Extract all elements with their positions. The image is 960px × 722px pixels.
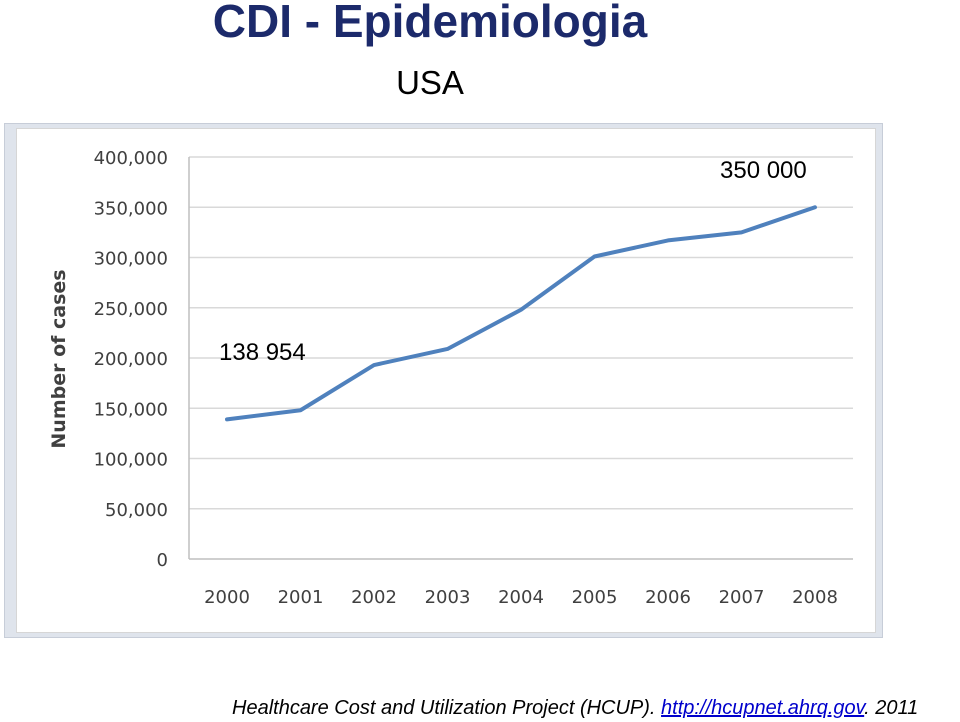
x-tick-label: 2006 xyxy=(645,587,691,608)
y-axis-label: Number of cases xyxy=(48,269,70,448)
x-tick-label: 2004 xyxy=(498,587,544,608)
y-tick-label: 250,000 xyxy=(94,299,168,320)
footer-text: Healthcare Cost and Utilization Project … xyxy=(232,697,662,719)
y-tick-label: 0 xyxy=(157,550,168,571)
chart-area: 0 50,000 100,000 150,000 200,000 250,000 300,0… xyxy=(16,128,876,633)
y-tick-label: 350,000 xyxy=(94,198,168,219)
y-tick-labels: 0 50,000 100,000 150,000 200,000 250,000 300,0… xyxy=(94,148,168,571)
x-tick-label: 2000 xyxy=(204,587,250,608)
line-chart: 0 50,000 100,000 150,000 200,000 250,000 300,0… xyxy=(48,148,853,608)
y-tick-label: 400,000 xyxy=(94,148,168,169)
y-tick-label: 50,000 xyxy=(105,500,168,521)
x-tick-label: 2008 xyxy=(792,587,838,608)
x-tick-label: 2007 xyxy=(719,587,765,608)
x-tick-label: 2005 xyxy=(572,587,618,608)
end-value-annotation: 350 000 xyxy=(720,157,807,184)
y-tick-label: 100,000 xyxy=(94,450,168,471)
start-value-annotation: 138 954 xyxy=(219,339,306,366)
footer-year: . 2011 xyxy=(864,697,919,719)
x-tick-label: 2002 xyxy=(351,587,397,608)
x-tick-label: 2001 xyxy=(278,587,324,608)
source-footer: Healthcare Cost and Utilization Project … xyxy=(232,697,960,720)
y-tick-label: 150,000 xyxy=(94,399,168,420)
chart-frame: 0 50,000 100,000 150,000 200,000 250,000 300,0… xyxy=(4,123,883,638)
x-tick-label: 2003 xyxy=(425,587,471,608)
slide-subtitle: USA xyxy=(396,64,464,101)
series-layer xyxy=(225,205,817,422)
x-tick-labels: 2000 2001 2002 2003 2004 2005 2006 2007 2008 xyxy=(204,587,838,608)
source-link[interactable]: http://hcupnet.ahrq.gov xyxy=(661,697,865,719)
series-line xyxy=(225,205,817,422)
y-tick-label: 300,000 xyxy=(94,249,168,270)
y-tick-label: 200,000 xyxy=(94,349,168,370)
slide-title: CDI - Epidemiologia xyxy=(212,0,648,47)
